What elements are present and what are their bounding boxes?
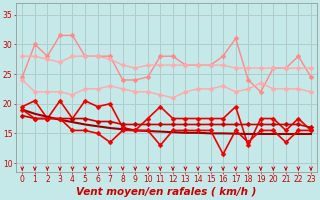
X-axis label: Vent moyen/en rafales ( km/h ): Vent moyen/en rafales ( km/h ) xyxy=(76,187,257,197)
